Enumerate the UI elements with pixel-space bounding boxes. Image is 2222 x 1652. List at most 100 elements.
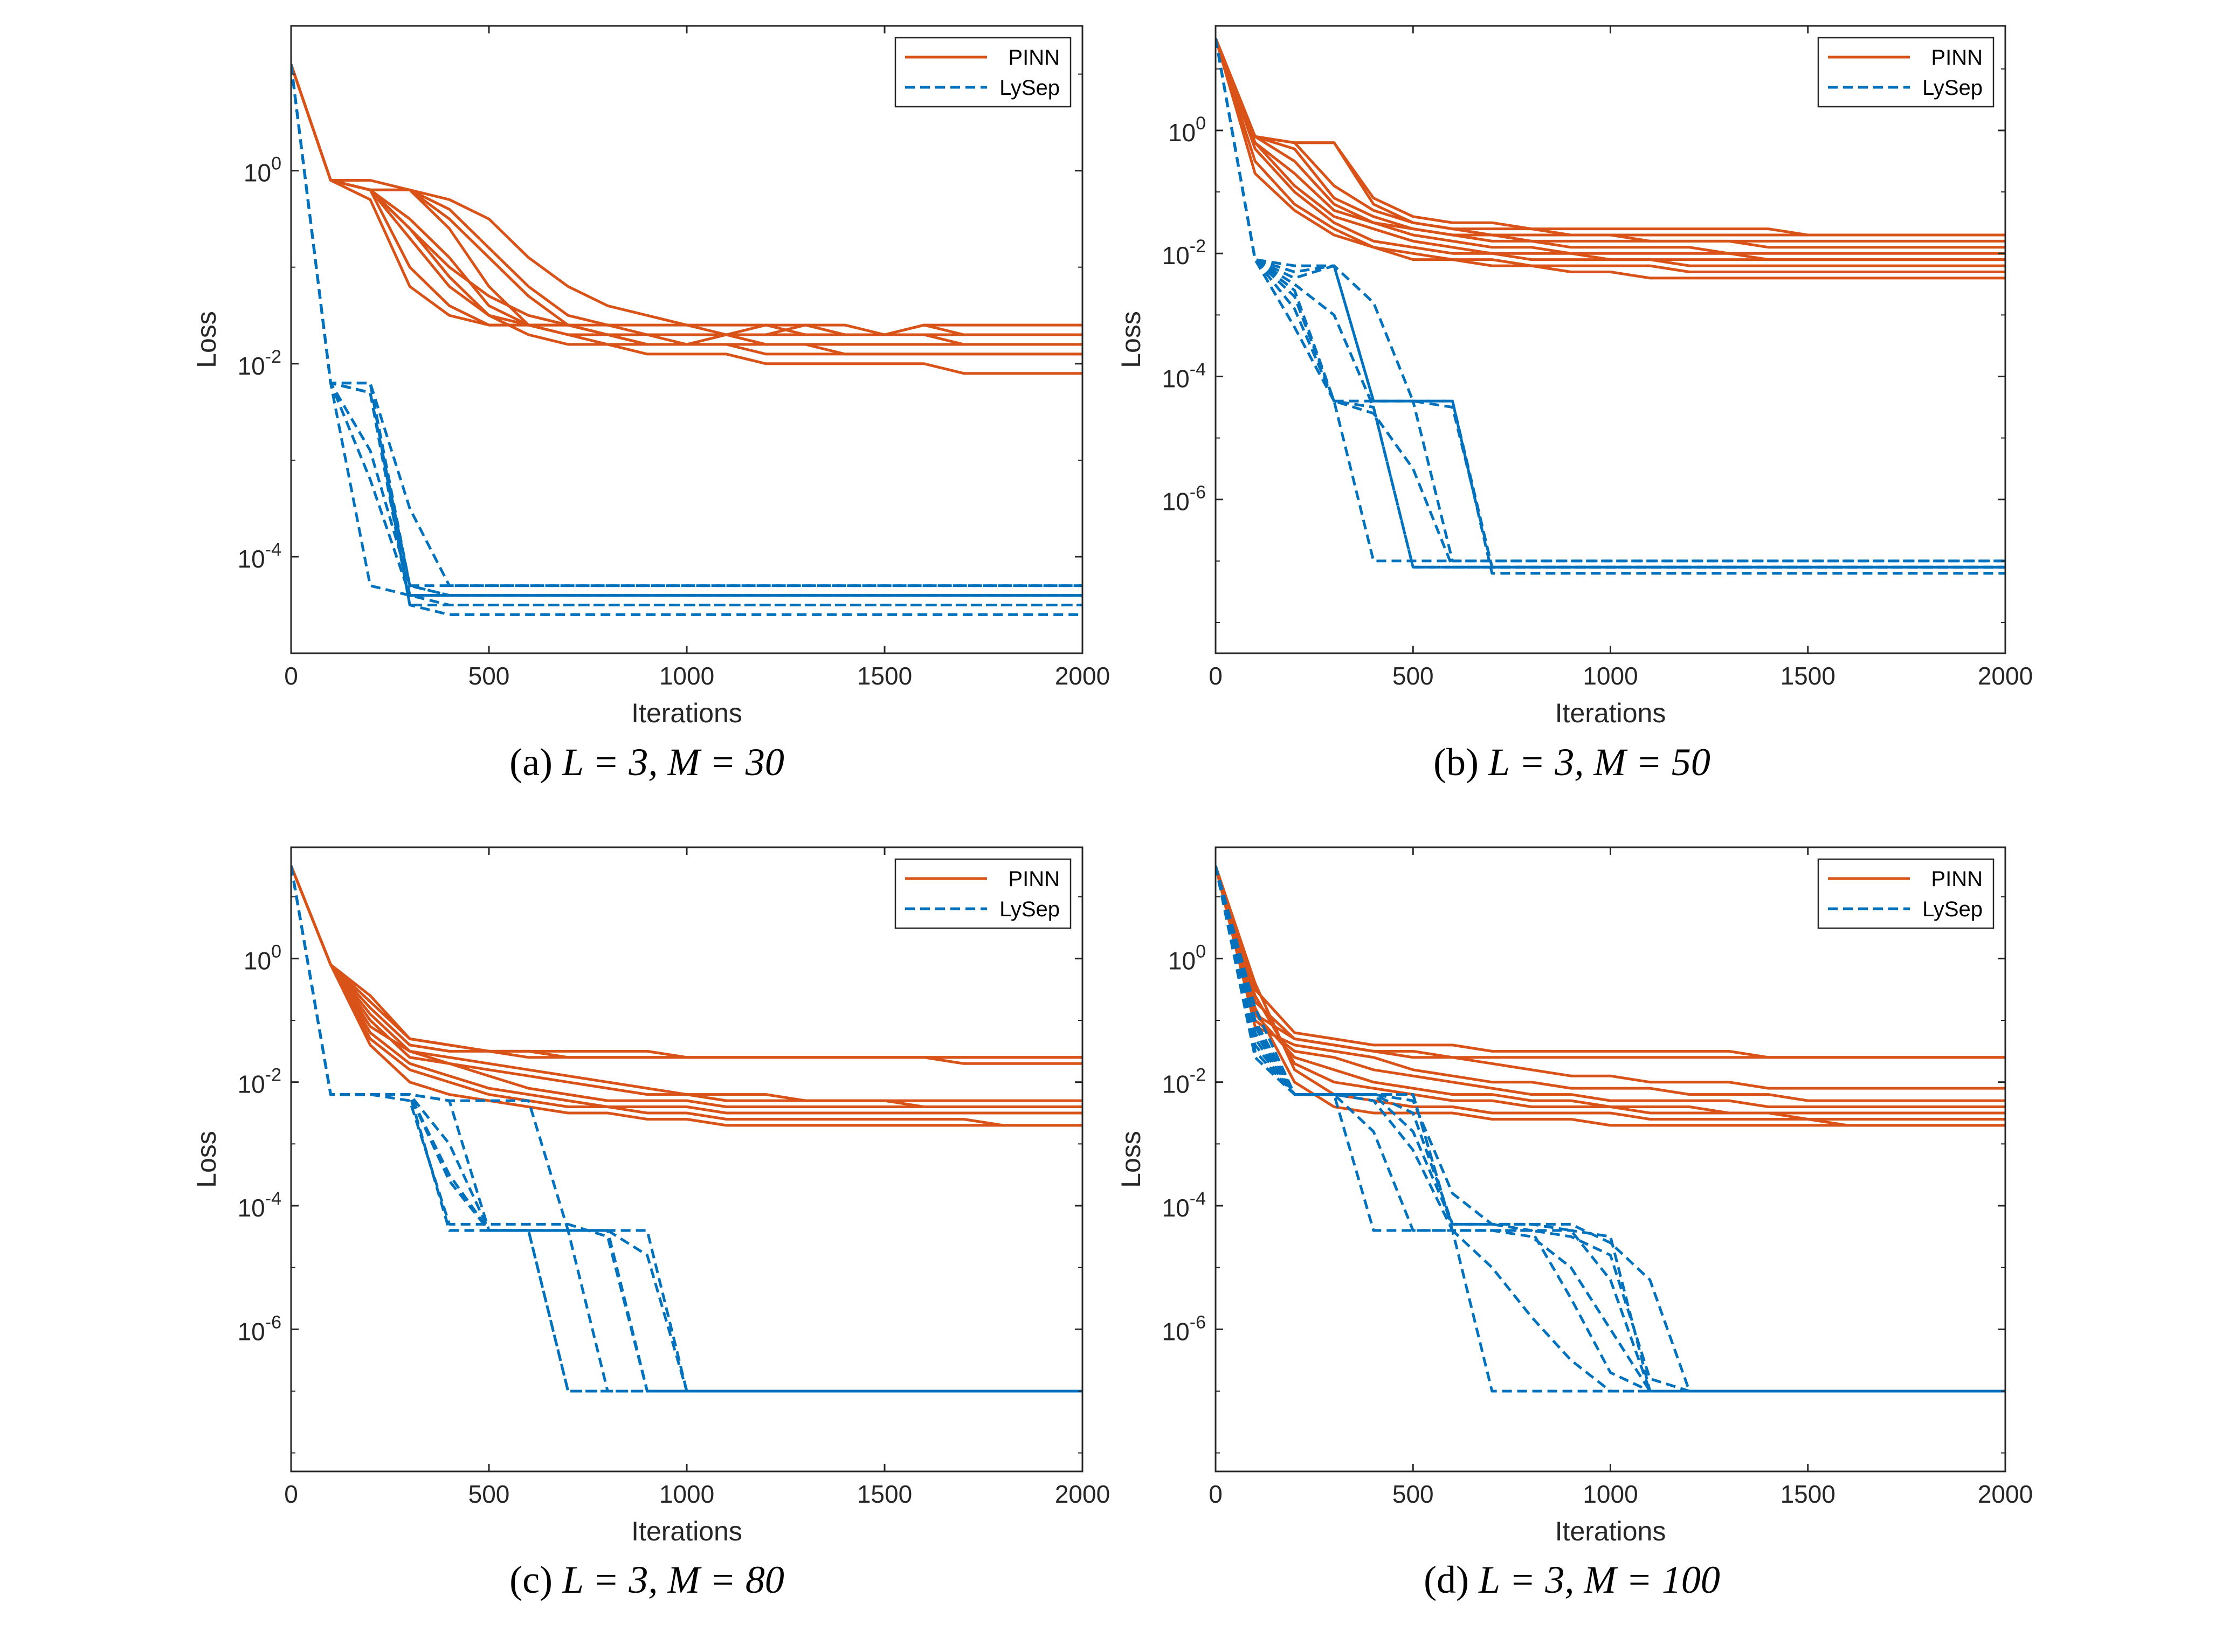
x-tick-label: 1500 — [857, 662, 912, 690]
y-tick-exponent: -4 — [265, 540, 281, 560]
x-tick-label: 0 — [284, 662, 298, 690]
y-tick-label: 10-2 — [238, 1065, 281, 1098]
y-tick-label: 10-6 — [238, 1312, 281, 1345]
x-tick-label: 1500 — [857, 1480, 912, 1508]
y-tick-label: 10-2 — [1162, 236, 1206, 269]
legend-label-lysep: LySep — [1922, 897, 1983, 921]
y-tick-label: 100 — [244, 154, 281, 187]
y-tick-label: 100 — [1168, 113, 1206, 147]
series-group — [1216, 37, 2005, 575]
x-tick-label: 2000 — [1055, 1480, 1110, 1508]
series-group — [291, 865, 1082, 1393]
y-tick-exponent: 0 — [1196, 113, 1206, 134]
x-tick-label: 2000 — [1978, 662, 2033, 690]
legend-label-pinn: PINN — [1008, 46, 1060, 70]
y-tick-label: 10-4 — [238, 540, 281, 573]
x-axis-label: Iterations — [1555, 1516, 1666, 1546]
pinn-run-line-4 — [1216, 865, 2005, 1102]
x-axis-label: Iterations — [631, 698, 742, 728]
legend-label-lysep: LySep — [1922, 76, 1983, 100]
x-tick-label: 1000 — [659, 1480, 714, 1508]
x-tick-label: 1000 — [1583, 1480, 1638, 1508]
plot-area — [291, 847, 1082, 1471]
y-tick-label: 100 — [1168, 941, 1206, 974]
y-tick-base: 10 — [1162, 1194, 1190, 1222]
chart-panel-c: 0 500 1000 1500 200010-610-410-2100Iteration… — [191, 846, 1110, 1601]
legend-box — [894, 37, 1072, 108]
pinn-run-line-5 — [1216, 865, 2005, 1108]
y-tick-label: 100 — [244, 941, 281, 974]
pinn-run-line-9 — [1216, 38, 2005, 273]
pinn-run-line-7 — [291, 865, 1082, 1115]
lysep-run-line-5 — [1216, 865, 2005, 1393]
pinn-run-line-8 — [291, 865, 1082, 1127]
pinn-run-line-9 — [1216, 865, 2005, 1127]
pinn-run-line-8 — [1216, 37, 2005, 267]
y-tick-exponent: 0 — [271, 941, 281, 962]
lysep-run-line-5 — [1216, 38, 2005, 569]
lysep-run-line-6 — [291, 865, 1082, 1393]
y-tick-base: 10 — [1162, 364, 1190, 392]
lysep-run-line-4 — [1216, 865, 2005, 1393]
y-tick-base: 10 — [238, 1194, 265, 1222]
y-axis-label: Loss — [1116, 311, 1146, 368]
x-tick-label: 500 — [1392, 662, 1434, 690]
panel-caption-expression: L = 3, M = 80 — [562, 1558, 784, 1601]
y-tick-base: 10 — [244, 946, 271, 974]
pinn-run-line-3 — [291, 865, 1082, 1065]
legend: PINN LySep — [894, 37, 1072, 108]
y-tick-label: 10-6 — [1162, 482, 1206, 516]
x-tick-label: 1500 — [1781, 1480, 1835, 1508]
x-tick-label: 0 — [1209, 1480, 1223, 1508]
chart-panel-d: 0 500 1000 1500 200010-610-410-2100Iteration… — [1116, 846, 2033, 1601]
pinn-run-line-9 — [291, 865, 1082, 1127]
y-tick-label: 10-2 — [238, 347, 281, 380]
y-tick-base: 10 — [1168, 119, 1196, 147]
lysep-run-line-8 — [1216, 38, 2005, 569]
y-tick-exponent: -2 — [265, 347, 281, 367]
legend-box — [1817, 37, 1995, 108]
x-axis-label: Iterations — [1555, 698, 1666, 728]
lysep-run-line-8 — [1216, 865, 2005, 1393]
lysep-run-line-6 — [1216, 38, 2005, 563]
x-tick-label: 1500 — [1781, 662, 1835, 690]
legend-label-lysep: LySep — [999, 897, 1060, 921]
pinn-run-line-4 — [1216, 37, 2005, 249]
x-tick-label: 0 — [284, 1480, 298, 1508]
chart-panel-a: 0 500 1000 1500 200010-410-2100IterationsLos… — [191, 25, 1110, 784]
pinn-run-line-7 — [1216, 865, 2005, 1121]
panel-caption-expression: L = 3, M = 30 — [562, 741, 784, 784]
panel-caption: (a) L = 3, M = 30 — [509, 741, 784, 784]
legend: PINN LySep — [1817, 858, 1995, 929]
y-tick-label: 10-4 — [1162, 1188, 1206, 1222]
legend-label-pinn: PINN — [1008, 867, 1060, 891]
panel-caption: (b) L = 3, M = 50 — [1433, 741, 1710, 784]
y-tick-base: 10 — [1162, 488, 1190, 516]
legend-label-pinn: PINN — [1931, 46, 1983, 70]
y-tick-label: 10-4 — [238, 1188, 281, 1222]
legend-label-lysep: LySep — [999, 76, 1060, 100]
plot-area — [291, 26, 1082, 653]
lysep-run-line-8 — [291, 64, 1082, 597]
panel-caption-expression: L = 3, M = 50 — [1488, 741, 1710, 784]
pinn-run-line-8 — [291, 64, 1082, 346]
y-tick-exponent: -2 — [265, 1065, 281, 1086]
y-axis-label: Loss — [1116, 1131, 1146, 1188]
y-tick-label: 10-6 — [1162, 1312, 1206, 1345]
legend-box — [894, 858, 1072, 929]
legend-label-pinn: PINN — [1931, 867, 1983, 891]
y-tick-base: 10 — [238, 1317, 265, 1345]
x-tick-label: 2000 — [1978, 1480, 2033, 1508]
lysep-run-line-10 — [291, 64, 1082, 616]
y-tick-exponent: -2 — [1190, 236, 1206, 257]
plot-area — [1216, 847, 2005, 1471]
y-tick-base: 10 — [244, 159, 271, 187]
y-tick-exponent: -6 — [1190, 1312, 1206, 1332]
y-tick-base: 10 — [1162, 241, 1190, 269]
pinn-run-line-5 — [1216, 37, 2005, 255]
x-tick-label: 1000 — [659, 662, 714, 690]
lysep-run-line-8 — [291, 865, 1082, 1393]
panel-caption: (c) L = 3, M = 80 — [509, 1558, 784, 1601]
y-tick-label: 10-4 — [1162, 359, 1206, 392]
